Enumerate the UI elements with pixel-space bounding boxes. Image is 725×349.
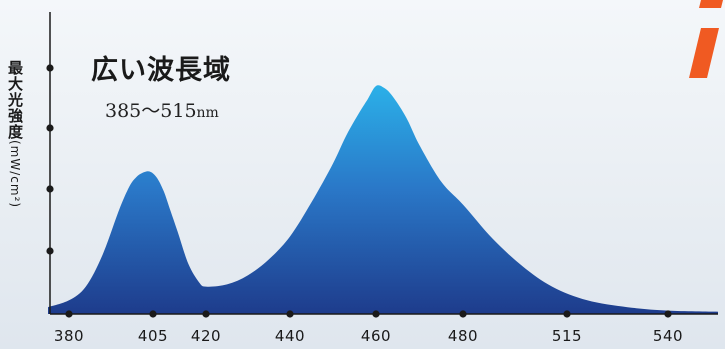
x-axis-dot xyxy=(202,310,210,318)
x-tick-label: 460 xyxy=(360,327,392,345)
x-tick-label: 420 xyxy=(190,327,222,345)
x-axis-dot xyxy=(459,310,467,318)
x-axis-dot xyxy=(149,310,157,318)
x-tick-label: 515 xyxy=(551,327,583,345)
y-axis-dot xyxy=(46,247,54,255)
x-tick-label: 440 xyxy=(274,327,306,345)
y-axis-label: 最大光強度(mW/cm²) xyxy=(6,60,26,208)
x-axis-dot xyxy=(372,310,380,318)
x-axis-dot xyxy=(563,310,571,318)
x-axis-dot xyxy=(286,310,294,318)
x-axis-dot xyxy=(664,310,672,318)
chart-title: 広い波長域 xyxy=(91,55,231,86)
x-tick-label: 380 xyxy=(53,327,85,345)
y-axis-dot xyxy=(46,124,54,132)
wavelength-range: 385〜515nm xyxy=(105,96,219,123)
y-axis-dot xyxy=(46,64,54,72)
range-unit: nm xyxy=(196,105,219,121)
x-tick-label: 480 xyxy=(447,327,479,345)
x-tick-label: 540 xyxy=(652,327,684,345)
y-axis-title: 最大光強度 xyxy=(6,60,24,140)
range-value: 385〜515 xyxy=(105,100,197,122)
x-axis-dot xyxy=(65,310,73,318)
y-axis-unit: (mW/cm²) xyxy=(8,140,22,209)
spectrum-area xyxy=(48,85,718,314)
y-axis-dot xyxy=(46,185,54,193)
decorative-accent-mark xyxy=(689,0,723,78)
x-tick-label: 405 xyxy=(137,327,169,345)
